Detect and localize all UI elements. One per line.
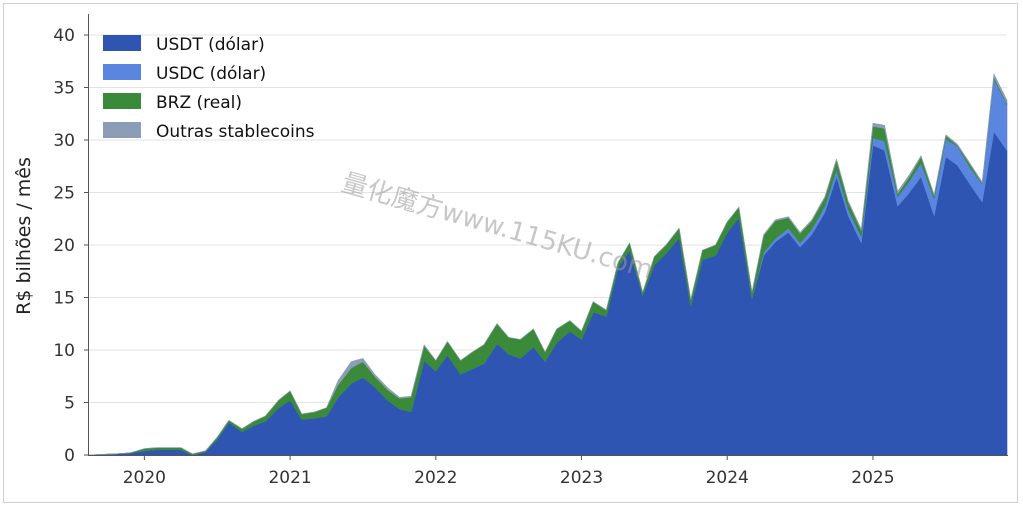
legend: USDT (dólar) USDC (dólar) BRZ (real) Outras…	[103, 35, 315, 142]
x-tick-label: 2022	[414, 468, 457, 488]
y-axis-label: R$ bilhões / mês	[13, 157, 35, 315]
legend-swatch	[103, 35, 141, 51]
area-series-4	[88, 73, 1008, 456]
y-tick-label: 35	[53, 79, 75, 99]
legend-swatch	[103, 122, 141, 138]
area-series-1	[88, 131, 1008, 456]
x-tick-label: 2023	[560, 468, 603, 488]
y-tick-label: 30	[53, 131, 75, 151]
legend-label: USDT (dólar)	[156, 35, 265, 55]
x-ticks: 2020 2021 2022 2023 2024 2025	[123, 455, 895, 488]
y-tick-label: 0	[64, 446, 75, 466]
legend-swatch	[103, 93, 141, 109]
x-tick-label: 2020	[123, 468, 166, 488]
y-tick-label: 10	[53, 341, 75, 361]
y-ticks: 0 5 10 15 20 25 30 35 40	[53, 26, 89, 466]
x-tick-label: 2021	[268, 468, 311, 488]
y-tick-label: 20	[53, 236, 75, 256]
y-tick-label: 25	[53, 184, 75, 204]
legend-swatch	[103, 64, 141, 80]
watermark: 量化魔方www.115KU.com	[338, 168, 656, 286]
legend-label: BRZ (real)	[156, 93, 242, 113]
y-tick-label: 5	[64, 394, 75, 414]
y-tick-label: 40	[53, 26, 75, 46]
legend-label: USDC (dólar)	[156, 64, 266, 84]
x-tick-label: 2025	[851, 468, 894, 488]
y-tick-label: 15	[53, 289, 75, 309]
x-tick-label: 2024	[706, 468, 749, 488]
legend-label: Outras stablecoins	[156, 122, 315, 142]
